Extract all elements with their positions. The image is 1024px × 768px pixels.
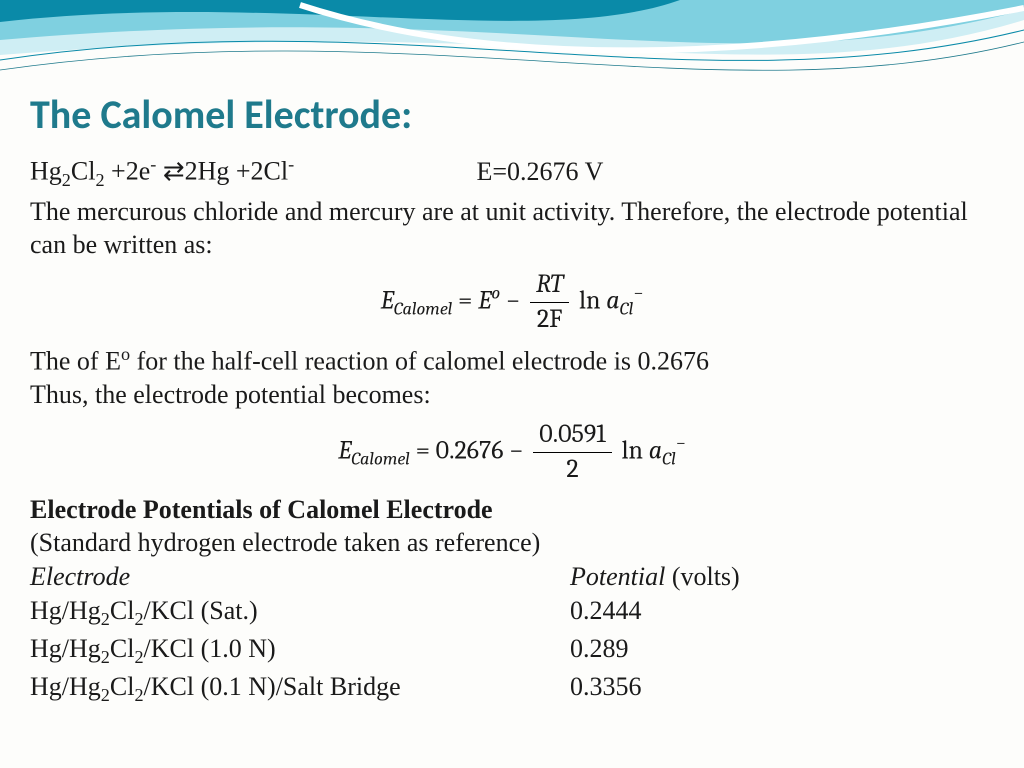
electrode-cell: Hg/Hg2Cl2/KCl (1.0 N) — [30, 632, 570, 670]
equation-1: ECalomel = Eo − RT2F ln aCl− — [30, 268, 994, 337]
var: E — [478, 285, 491, 315]
denominator: 2F — [530, 303, 569, 337]
sub: Calomel — [351, 449, 410, 470]
txt: Hg — [30, 157, 62, 186]
txt: (volts) — [665, 562, 739, 591]
var: a — [649, 435, 662, 465]
table-row: Hg/Hg2Cl2/KCl (Sat.)0.2444 — [30, 594, 994, 632]
paragraph-2: The of Eo for the half-cell reaction of … — [30, 343, 994, 378]
sup: − — [676, 433, 686, 454]
txt: The of E — [30, 346, 121, 375]
sub: Cl — [620, 299, 634, 320]
numerator: 0.0591 — [533, 418, 611, 453]
equation-2: ECalomel = 0.2676 − 0.05912 ln aCl− — [30, 418, 994, 487]
potential-cell: 0.2444 — [570, 594, 994, 632]
reaction-equation: Hg2Cl2 +2e- ⇄2Hg +2Cl- E=0.2676 V — [30, 153, 994, 193]
potential-cell: 0.3356 — [570, 670, 994, 708]
potential-cell: 0.289 — [570, 632, 994, 670]
paragraph-1: The mercurous chloride and mercury are a… — [30, 195, 994, 263]
var: a — [606, 285, 619, 315]
electrode-cell: Hg/Hg2Cl2/KCl (Sat.) — [30, 594, 570, 632]
txt: Cl — [71, 157, 96, 186]
table-row: Hg/Hg2Cl2/KCl (0.1 N)/Salt Bridge0.3356 — [30, 670, 994, 708]
sub: Calomel — [394, 299, 453, 320]
sub: 2 — [62, 170, 71, 190]
col-potential: Potential (volts) — [570, 560, 994, 594]
fn: ln — [579, 285, 606, 315]
numerator: RT — [530, 268, 569, 303]
txt: 2Hg +2Cl — [185, 157, 289, 186]
slide-title: The Calomel Electrode: — [30, 90, 994, 139]
sub: Cl — [662, 449, 676, 470]
sup: o — [121, 344, 130, 364]
denominator: 2 — [533, 453, 611, 487]
table-row: Hg/Hg2Cl2/KCl (1.0 N)0.289 — [30, 632, 994, 670]
txt: +2e — [105, 157, 151, 186]
var: E — [381, 285, 394, 315]
body: Hg2Cl2 +2e- ⇄2Hg +2Cl- E=0.2676 V The me… — [30, 153, 994, 707]
op: = — [458, 285, 478, 315]
arrow: ⇄ — [156, 157, 184, 186]
sup: - — [288, 154, 294, 174]
electrode-cell: Hg/Hg2Cl2/KCl (0.1 N)/Salt Bridge — [30, 670, 570, 708]
sub: 2 — [95, 170, 104, 190]
txt: Potential — [570, 562, 665, 591]
fn: ln — [621, 435, 648, 465]
op: = 0.2676 − — [416, 435, 530, 465]
slide-content: The Calomel Electrode: Hg2Cl2 +2e- ⇄2Hg … — [30, 90, 994, 707]
var: E — [338, 435, 351, 465]
op: − — [506, 285, 526, 315]
col-electrode: Electrode — [30, 560, 570, 594]
standard-potential: E=0.2676 V — [477, 155, 604, 189]
table-body: Hg/Hg2Cl2/KCl (Sat.)0.2444Hg/Hg2Cl2/KCl … — [30, 594, 994, 708]
sup: − — [633, 283, 643, 304]
table-header: Electrode Potential (volts) — [30, 560, 994, 594]
section-heading: Electrode Potentials of Calomel Electrod… — [30, 493, 994, 527]
txt: for the half-cell reaction of calomel el… — [130, 346, 709, 375]
paragraph-3: Thus, the electrode potential becomes: — [30, 378, 994, 412]
reference-note: (Standard hydrogen electrode taken as re… — [30, 526, 994, 560]
sup: o — [491, 283, 500, 304]
